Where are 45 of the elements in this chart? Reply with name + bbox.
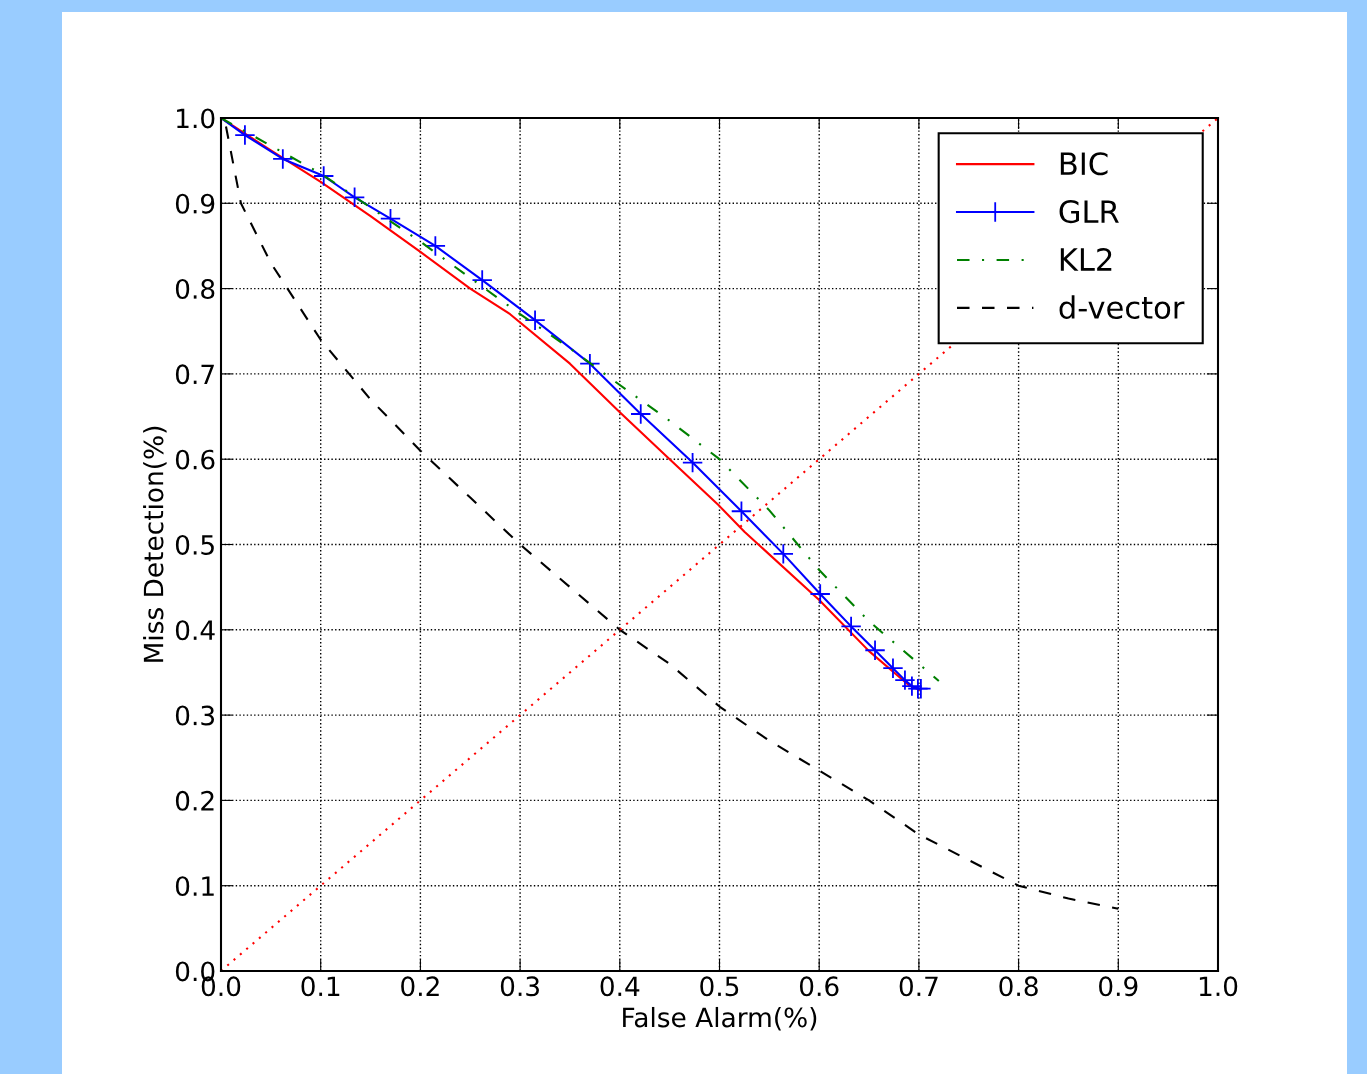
point xyxy=(864,639,886,661)
y-tick-label: 0.3 xyxy=(175,705,215,726)
legend-label: d-vector xyxy=(1059,295,1185,319)
y-axis-title: Miss Detection(%) xyxy=(143,426,167,662)
y-tick-label: 0.6 xyxy=(175,449,215,470)
point xyxy=(343,186,366,208)
x-tick-label: 0.5 xyxy=(700,976,739,997)
point xyxy=(272,148,294,170)
point xyxy=(379,208,402,230)
y-tick-label: 0.9 xyxy=(175,193,215,214)
y-tick-label: 0.2 xyxy=(175,790,214,811)
x-tick-label: 0.9 xyxy=(1099,976,1138,997)
y-tick-label: 0.5 xyxy=(175,534,214,555)
x-tick-label: 0.4 xyxy=(600,976,640,997)
point xyxy=(681,451,704,474)
x-tick-label: 0.1 xyxy=(301,976,340,997)
point xyxy=(313,165,335,187)
x-tick-label: 0.3 xyxy=(500,976,539,997)
legend-label: KL2 xyxy=(1060,247,1112,271)
point xyxy=(424,235,446,257)
x-tick-label: 0.7 xyxy=(899,976,938,997)
x-axis-title: False Alarm(%) xyxy=(623,1006,817,1031)
y-tick-label: 0.8 xyxy=(175,279,215,299)
point xyxy=(882,657,904,679)
point xyxy=(630,403,652,425)
x-tick-label: 0.8 xyxy=(999,976,1038,997)
y-tick-label: 1.0 xyxy=(177,108,215,129)
y-tick-label: 0.1 xyxy=(175,876,214,897)
point xyxy=(772,543,794,565)
point xyxy=(730,500,753,522)
point xyxy=(809,583,831,605)
legend-label: GLR xyxy=(1059,200,1119,224)
legend-label: BIC xyxy=(1060,152,1108,176)
point xyxy=(901,675,923,697)
y-tick-label: 0.4 xyxy=(175,620,215,641)
x-tick-label: 1.0 xyxy=(1199,976,1238,997)
y-tick-label: 0.7 xyxy=(175,364,214,385)
point xyxy=(579,353,601,375)
point xyxy=(234,124,256,146)
point xyxy=(524,309,546,331)
x-tick-label: 0.2 xyxy=(401,976,439,997)
x-tick-label: 0.6 xyxy=(799,976,839,997)
point xyxy=(471,269,493,291)
point xyxy=(894,669,916,691)
point xyxy=(840,615,862,638)
